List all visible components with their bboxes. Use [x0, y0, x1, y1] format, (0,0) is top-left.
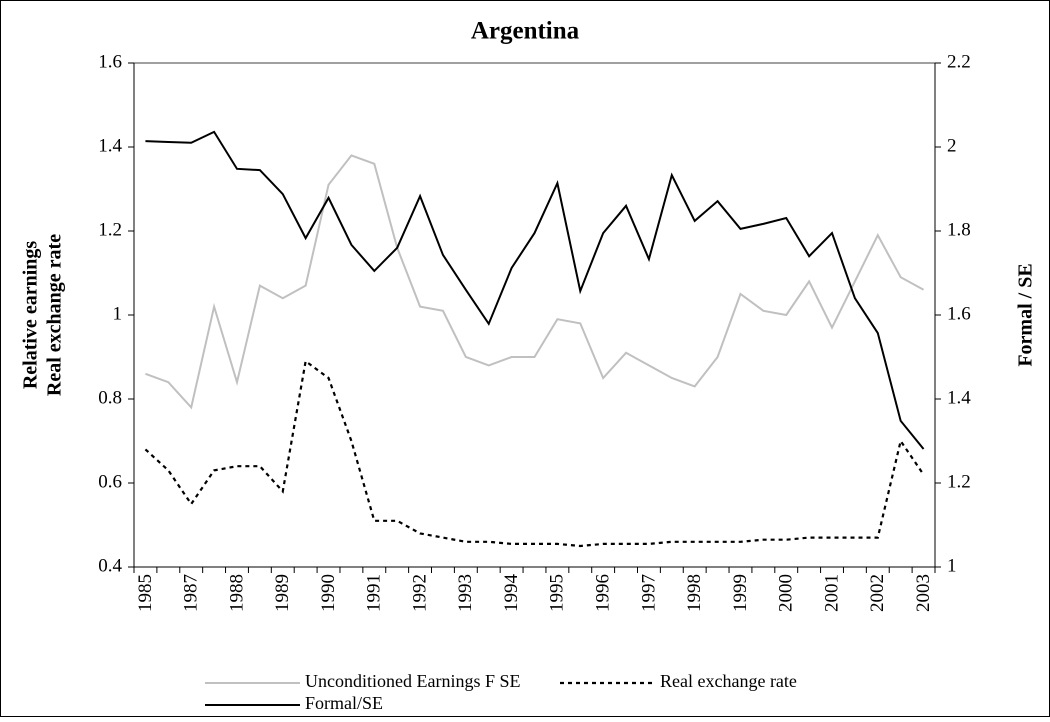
x-tick-label: 1994 — [501, 574, 522, 613]
y-tick-label: 1.4 — [98, 135, 122, 156]
x-tick-label: 1990 — [318, 574, 339, 612]
y-tick-label: 1.2 — [98, 219, 122, 240]
y2-tick-label: 2 — [947, 135, 957, 156]
x-tick-label: 1991 — [364, 574, 385, 612]
chart-title: Argentina — [471, 18, 580, 45]
x-tick-label: 2001 — [821, 574, 842, 612]
x-tick-label: 1987 — [181, 574, 202, 612]
y-tick-label: 1 — [113, 303, 123, 324]
y2-tick-label: 1.4 — [947, 387, 971, 408]
y2-tick-label: 1 — [947, 555, 957, 576]
legend-label: Formal/SE — [305, 693, 383, 713]
y2-tick-label: 2.2 — [947, 51, 971, 72]
x-tick-label: 2003 — [913, 574, 934, 612]
x-tick-label: 1992 — [409, 574, 430, 612]
x-tick-label: 1996 — [593, 574, 614, 612]
y-tick-label: 0.8 — [98, 387, 122, 408]
x-tick-label: 1999 — [730, 574, 751, 612]
y-axis-label: Real exchange rate — [44, 234, 66, 396]
x-tick-label: 1997 — [638, 574, 659, 612]
x-tick-label: 1989 — [272, 574, 293, 612]
series-line — [144, 359, 925, 548]
x-tick-label: 1993 — [455, 574, 476, 612]
series-line — [145, 130, 925, 450]
y2-tick-label: 1.6 — [947, 303, 971, 324]
y2-tick-label: 1.8 — [947, 219, 971, 240]
y2-tick-label: 1.2 — [947, 471, 971, 492]
x-tick-label: 2002 — [867, 574, 888, 612]
x-tick-label: 1988 — [226, 574, 247, 612]
x-tick-label: 1998 — [684, 574, 705, 612]
y-tick-label: 0.4 — [98, 555, 122, 576]
legend-label: Real exchange rate — [660, 671, 797, 691]
series-line — [145, 154, 925, 410]
legend-label: Unconditioned Earnings F SE — [305, 671, 520, 691]
x-tick-label: 1985 — [135, 574, 156, 612]
x-tick-label: 1995 — [547, 574, 568, 612]
y-tick-label: 1.6 — [98, 51, 122, 72]
y-axis-label: Relative earnings — [20, 241, 42, 390]
x-tick-label: 2000 — [776, 574, 797, 612]
y2-axis-label: Formal / SE — [1015, 263, 1037, 366]
y-tick-label: 0.6 — [98, 471, 122, 492]
